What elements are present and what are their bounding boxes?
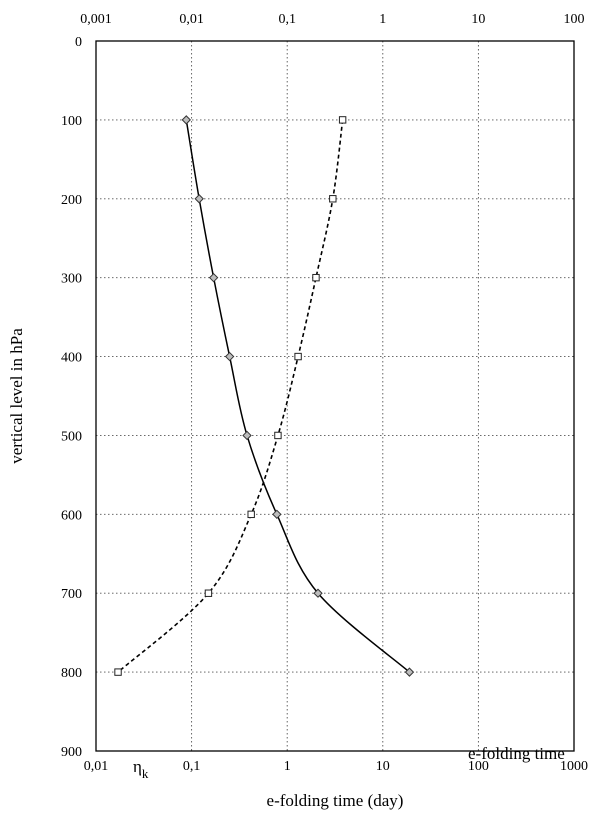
- eta-symbol: η: [133, 757, 142, 776]
- efolding-series-label: e-folding time: [468, 744, 565, 763]
- y-axis-title: vertical level in hPa: [7, 328, 26, 464]
- y-tick-label: 300: [61, 272, 82, 287]
- x-bottom-tick-label: 1000: [560, 759, 588, 774]
- eta-k-point: [114, 668, 122, 676]
- x-top-tick-label: 1: [379, 12, 386, 27]
- eta-k-point: [294, 352, 302, 361]
- series: [114, 115, 415, 677]
- eta-k-series-line: [117, 119, 344, 673]
- eta-k-point: [312, 273, 320, 282]
- x-bottom-tick-label: 0,01: [84, 759, 109, 774]
- x-top-tick-label: 0,01: [179, 12, 204, 27]
- x-top-tick-label: 100: [564, 12, 585, 27]
- y-tick-label: 500: [61, 429, 82, 444]
- eta-k-point: [247, 510, 255, 519]
- y-tick-label: 0: [75, 35, 82, 50]
- y-tick-label: 200: [61, 193, 82, 208]
- eta-subscript: k: [142, 766, 149, 781]
- efolding-time-point: [224, 351, 235, 362]
- y-tick-label: 900: [61, 745, 82, 760]
- x-bottom-tick-label: 1: [284, 759, 291, 774]
- eta-k-point: [329, 195, 337, 203]
- efolding-time-point: [272, 509, 282, 520]
- x-top-tick-label: 10: [471, 12, 485, 27]
- efolding-time-point: [208, 272, 219, 283]
- eta-k-point: [274, 431, 282, 440]
- grid: [96, 41, 574, 751]
- eta-k-series-label: ηk: [133, 757, 149, 781]
- y-tick-label: 100: [61, 114, 82, 129]
- y-tick-label: 700: [61, 587, 82, 602]
- x-top-tick-label: 0,001: [80, 12, 112, 27]
- efolding-time-series-line: [185, 119, 410, 673]
- efolding-time-point: [313, 588, 323, 598]
- eta-k-point: [204, 589, 213, 597]
- x-top-tick-label: 0,1: [278, 12, 296, 27]
- plot-frame: [95, 40, 575, 752]
- y-tick-label: 800: [61, 666, 82, 681]
- x-axis-title: e-folding time (day): [267, 791, 404, 810]
- efolding-time-point: [404, 667, 415, 677]
- y-tick-label: 400: [61, 351, 82, 366]
- axis-ticks: 0,010,0010,10,0110,110110010100010001002…: [61, 12, 588, 774]
- x-bottom-tick-label: 0,1: [183, 759, 201, 774]
- x-bottom-tick-label: 100: [468, 759, 489, 774]
- efolding-time-point: [194, 194, 204, 204]
- efolding-time-point: [242, 430, 252, 441]
- y-tick-label: 600: [61, 508, 82, 523]
- eta-k-point: [338, 116, 347, 124]
- x-bottom-tick-label: 10: [376, 759, 390, 774]
- efolding-time-point: [181, 115, 191, 125]
